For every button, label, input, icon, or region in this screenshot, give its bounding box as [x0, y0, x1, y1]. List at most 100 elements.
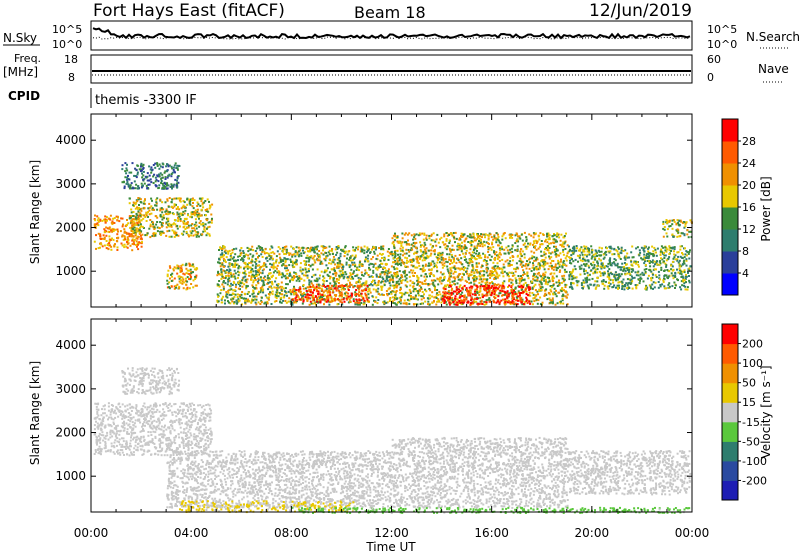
- power-cell: [109, 218, 112, 221]
- power-cell: [424, 263, 427, 266]
- power-cell: [465, 260, 468, 263]
- power-cell: [443, 262, 446, 265]
- power-cell: [487, 298, 490, 301]
- power-cell: [516, 238, 519, 241]
- power-cell: [386, 294, 389, 297]
- power-cell: [549, 262, 552, 265]
- power-cell: [486, 283, 489, 286]
- power-cell: [450, 292, 453, 295]
- power-cell: [340, 288, 343, 291]
- power-cell: [124, 238, 127, 241]
- power-cell: [196, 232, 199, 235]
- power-cell: [176, 176, 179, 179]
- power-cell: [272, 267, 275, 270]
- power-cell: [306, 250, 309, 253]
- power-cell: [643, 262, 646, 265]
- power-cell: [253, 295, 256, 298]
- power-cell: [170, 235, 173, 238]
- power-cell: [417, 292, 420, 295]
- power-cell: [238, 294, 241, 297]
- power-cell: [468, 251, 471, 254]
- power-cell: [156, 208, 159, 211]
- power-cell: [222, 281, 225, 284]
- power-cell: [175, 234, 178, 236]
- power-cell: [172, 268, 175, 270]
- power-cell: [455, 286, 458, 289]
- power-cell: [451, 299, 454, 302]
- power-cell: [544, 278, 547, 281]
- power-cell: [170, 225, 173, 228]
- power-cell: [454, 268, 457, 271]
- power-cell: [405, 273, 408, 276]
- power-cell: [501, 285, 504, 288]
- power-cell: [476, 237, 479, 240]
- power-cell: [511, 283, 514, 286]
- power-cell: [585, 245, 588, 248]
- power-cell: [258, 254, 261, 257]
- power-cell: [504, 260, 507, 263]
- power-cell: [182, 233, 185, 236]
- power-cell: [152, 232, 155, 235]
- power-cell: [444, 243, 447, 246]
- power-cell: [184, 264, 187, 267]
- power-cell: [191, 205, 194, 208]
- power-cell: [267, 252, 270, 255]
- power-cell: [514, 277, 517, 280]
- power-cell: [237, 282, 240, 284]
- power-cell: [302, 287, 305, 290]
- power-cell: [394, 255, 397, 257]
- power-cell: [487, 237, 490, 240]
- power-cell: [168, 212, 171, 215]
- power-cell: [522, 286, 525, 289]
- power-cell: [269, 262, 272, 265]
- power-cell: [264, 248, 267, 251]
- power-cell: [474, 239, 477, 242]
- power-cell: [537, 299, 540, 302]
- power-cell: [494, 237, 497, 240]
- power-cell: [279, 298, 282, 301]
- power-cell: [458, 237, 461, 240]
- power-cell: [196, 231, 199, 234]
- power-cell: [227, 291, 230, 294]
- power-cell: [329, 287, 332, 290]
- power-cell: [217, 295, 220, 298]
- power-cell: [308, 289, 310, 292]
- power-cell: [171, 171, 174, 174]
- power-cell: [275, 255, 278, 258]
- power-cell: [511, 236, 514, 239]
- power-cell: [396, 236, 399, 238]
- power-cell: [466, 267, 469, 270]
- power-cell: [181, 276, 184, 279]
- power-cell: [97, 247, 100, 250]
- power-cell: [391, 284, 394, 287]
- power-cell: [313, 251, 316, 254]
- power-cell: [456, 303, 459, 306]
- power-cell: [396, 267, 399, 270]
- power-cell: [449, 268, 452, 271]
- power-cell: [507, 251, 510, 254]
- power-cell: [543, 268, 546, 271]
- power-cell: [130, 182, 133, 185]
- power-cell: [131, 243, 134, 245]
- power-cell: [487, 288, 490, 291]
- power-cell: [498, 241, 501, 244]
- power-cell: [178, 280, 181, 283]
- power-cell: [140, 164, 142, 167]
- power-cell: [417, 294, 420, 297]
- power-cell: [489, 259, 492, 262]
- power-cell: [433, 300, 435, 303]
- power-cell: [337, 298, 340, 301]
- power-cell: [348, 258, 351, 261]
- power-cell: [509, 236, 511, 239]
- power-cell: [341, 303, 344, 306]
- power-cell: [441, 297, 444, 300]
- power-cell: [484, 254, 487, 257]
- power-cell: [394, 232, 396, 235]
- power-cell: [363, 252, 366, 255]
- power-cell: [121, 181, 124, 184]
- power-cell: [164, 201, 167, 204]
- power-cell: [154, 232, 157, 235]
- power-cell: [181, 269, 183, 272]
- power-cell: [325, 252, 328, 254]
- power-cell: [137, 216, 140, 219]
